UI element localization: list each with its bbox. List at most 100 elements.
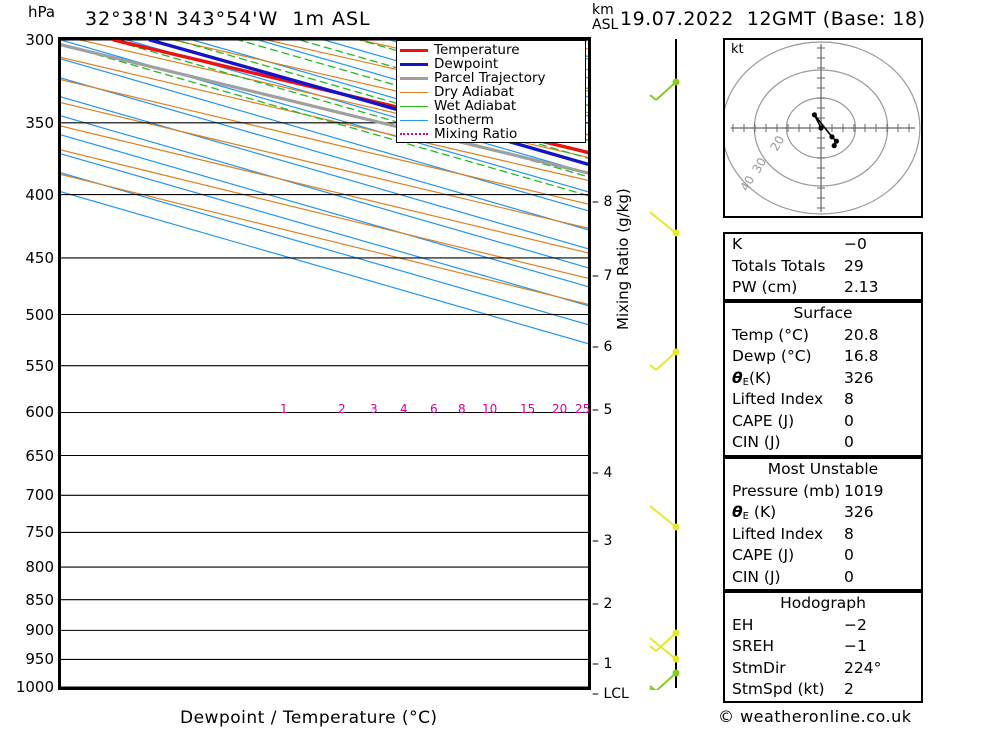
altitude-unit-asl: ASL — [592, 17, 619, 33]
legend-item: Mixing Ratio — [400, 127, 582, 141]
unstable-label: Lifted Index — [732, 524, 824, 543]
pressure-tick-label: 650 — [25, 446, 54, 465]
hodo-label: SREH — [732, 637, 775, 655]
legend-label: Parcel Trajectory — [434, 69, 546, 86]
hodo-value: −2 — [844, 615, 867, 634]
legend-color-swatch — [400, 133, 428, 135]
index-value: 29 — [844, 256, 864, 275]
legend-label: Dry Adiabat — [434, 83, 514, 100]
legend-label: Isotherm — [434, 111, 494, 128]
pressure-tick-label: 550 — [25, 356, 54, 375]
altitude-unit-label: km ASL — [592, 3, 618, 33]
pressure-tick-label: 400 — [25, 185, 54, 204]
surface-label: Dewp (°C) — [732, 347, 812, 365]
hodo-row: StmSpd (kt) 2 — [725, 679, 921, 701]
unstable-heading: Most Unstable — [767, 460, 879, 478]
unstable-label: CIN (J) — [732, 567, 781, 586]
legend-color-swatch — [400, 91, 428, 93]
surface-row: θE(K) 326 — [725, 368, 921, 390]
legend: Temperature Dewpoint Parcel Trajectory Dry … — [396, 40, 586, 143]
legend-label: Dewpoint — [434, 55, 499, 72]
altitude-tick-label: – 1 — [592, 656, 613, 672]
copyright-notice: © weatheronline.co.uk — [718, 707, 912, 726]
hodo-label: EH — [732, 615, 754, 634]
station-title: 32°38'N 343°54'W 1m ASL — [85, 8, 371, 30]
altitude-tick-label: – 2 — [592, 596, 613, 612]
legend-label: Temperature — [434, 41, 520, 58]
unstable-value: 8 — [844, 524, 854, 543]
unstable-label: CAPE (J) — [732, 546, 795, 564]
hodo-value: −1 — [844, 637, 867, 655]
unstable-row: Lifted Index 8 — [725, 524, 921, 546]
mixing-ratio-value-label: 2 — [338, 402, 346, 416]
index-label: Totals Totals — [732, 256, 826, 275]
hodo-row: EH −2 — [725, 615, 921, 637]
hodo-value: 224° — [844, 658, 882, 677]
unstable-row: CAPE (J) 0 — [725, 545, 921, 567]
altitude-tick-label: – 3 — [592, 533, 613, 549]
indices-panel: K −0 Totals Totals 29 PW (cm) 2.13 — [723, 232, 923, 301]
mixing-ratio-value-label: 3 — [370, 402, 378, 416]
surface-label: Lifted Index — [732, 390, 824, 408]
svg-text:30: 30 — [749, 155, 769, 175]
legend-item: Isotherm — [400, 113, 582, 127]
pressure-tick-label: 300 — [25, 31, 54, 49]
svg-text:20: 20 — [767, 133, 787, 153]
surface-label: θE(K) — [732, 368, 772, 388]
svg-text:40: 40 — [737, 173, 757, 193]
pressure-tick-label: 1000 — [15, 678, 54, 696]
unstable-label: Pressure (mb) — [732, 481, 841, 500]
date-title: 19.07.2022 12GMT (Base: 18) — [620, 8, 926, 30]
legend-color-swatch — [400, 48, 428, 52]
surface-label: CAPE (J) — [732, 411, 795, 430]
pressure-tick-label: 750 — [25, 523, 54, 542]
hodo-value: 2 — [844, 680, 854, 698]
surface-value: 20.8 — [844, 325, 879, 344]
unstable-value: 0 — [844, 567, 854, 586]
pressure-tick-label: 950 — [25, 650, 54, 669]
legend-item: Dry Adiabat — [400, 85, 582, 99]
most-unstable-panel: Most Unstable Pressure (mb) 1019 θE (K) 326 L… — [723, 457, 923, 591]
mixing-ratio-axis-title: Mixing Ratio (g/kg) — [614, 188, 632, 330]
wind-barb-column — [649, 39, 680, 690]
pressure-tick-label: 450 — [25, 248, 54, 267]
pressure-unit-label: hPa — [28, 3, 56, 21]
hodo-row: StmDir 224° — [725, 658, 921, 680]
unstable-row: CIN (J) 0 — [725, 567, 921, 589]
unstable-row: Pressure (mb) 1019 — [725, 481, 921, 503]
legend-color-swatch — [400, 76, 428, 80]
surface-value: 326 — [844, 368, 874, 387]
pressure-tick-label: 350 — [25, 113, 54, 132]
hodo-heading: Hodograph — [780, 594, 866, 612]
surface-row: Lifted Index 8 — [725, 389, 921, 411]
unstable-row: θE (K) 326 — [725, 502, 921, 524]
hodo-label: StmDir — [732, 658, 786, 677]
pressure-tick-label: 600 — [25, 403, 54, 422]
mixing-ratio-value-label: 15 — [520, 402, 536, 416]
pressure-tick-label: 900 — [25, 621, 54, 640]
altitude-tick-label: – 4 — [592, 465, 613, 481]
unstable-value: 1019 — [844, 481, 884, 500]
surface-label: CIN (J) — [732, 433, 781, 451]
legend-color-swatch — [400, 62, 428, 66]
mixing-ratio-value-label: 6 — [430, 402, 438, 416]
skewt-diagram — [61, 40, 588, 687]
legend-color-swatch — [400, 105, 428, 107]
altitude-tick-label: – 6 — [592, 339, 613, 355]
legend-item: Parcel Trajectory — [400, 71, 582, 85]
hodograph-unit-label: kt — [731, 42, 744, 57]
mixing-ratio-value-label: 25 — [575, 402, 591, 416]
index-value: −0 — [844, 235, 867, 253]
unstable-label: θE (K) — [732, 503, 777, 522]
hodo-row: SREH −1 — [725, 636, 921, 658]
unstable-value: 326 — [844, 503, 874, 521]
index-label: K — [732, 235, 743, 253]
altitude-tick-label: – 7 — [592, 268, 613, 284]
mixing-ratio-value-label: 4 — [400, 402, 408, 416]
pressure-tick-label: 700 — [25, 486, 54, 505]
index-row: Totals Totals 29 — [725, 256, 921, 278]
surface-row: CIN (J) 0 — [725, 432, 921, 454]
mixing-ratio-value-label: 8 — [458, 402, 466, 416]
pressure-tick-label: 850 — [25, 590, 54, 609]
hodo-label: StmSpd (kt) — [732, 680, 825, 698]
